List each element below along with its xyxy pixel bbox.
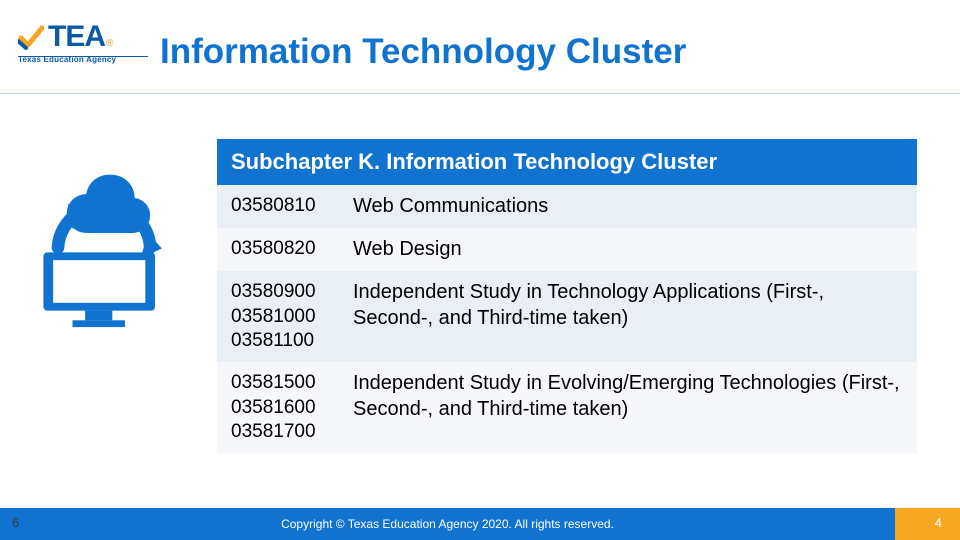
course-code-cell: 03580810 [217,185,345,228]
table-row: 03580810 Web Communications [217,185,917,228]
table-body: 03580810 Web Communications 03580820 Web De… [217,185,917,453]
course-code: 03581000 [231,305,335,329]
course-desc-cell: Independent Study in Evolving/Emerging T… [345,362,917,453]
course-code-cell: 035815000358160003581700 [217,362,345,453]
table-header: Subchapter K. Information Technology Clu… [217,139,917,185]
course-desc-cell: Independent Study in Technology Applicat… [345,271,917,362]
page-number: 4 [935,515,942,530]
course-code: 03581500 [231,371,335,395]
table-row: 035809000358100003581100Independent Stud… [217,271,917,362]
footer-blue: Copyright © Texas Education Agency 2020.… [0,508,895,540]
course-code: 03581600 [231,396,335,420]
course-table: Subchapter K. Information Technology Clu… [217,139,917,453]
course-desc-cell: Web Design [345,228,917,271]
title-underline [0,93,960,94]
course-code-cell: 035809000358100003581100 [217,271,345,362]
course-code: 03581700 [231,420,335,444]
table-row: 03580820 Web Design [217,228,917,271]
footer-orange [895,508,960,540]
course-code: 03580820 [231,237,335,261]
logo-subtext: Texas Education Agency [18,55,148,64]
course-code: 03580900 [231,280,335,304]
slide: TEA® Texas Education Agency Information … [0,0,960,540]
course-code: 03580810 [231,194,335,218]
footer-bar: Copyright © Texas Education Agency 2020.… [0,508,960,540]
copyright-text: Copyright © Texas Education Agency 2020.… [281,517,614,531]
cloud-monitor-sync-icon [24,165,189,330]
tea-logo: TEA® Texas Education Agency [18,20,148,64]
course-code: 03581100 [231,329,335,353]
course-desc-cell: Web Communications [345,185,917,228]
logo-letters: TEA® [48,20,113,54]
page-title: Information Technology Cluster [160,32,686,72]
course-code-cell: 03580820 [217,228,345,271]
left-slide-number: 6 [12,515,19,530]
logo-checkmark-icon [18,24,44,50]
table-row: 035815000358160003581700Independent Stud… [217,362,917,453]
